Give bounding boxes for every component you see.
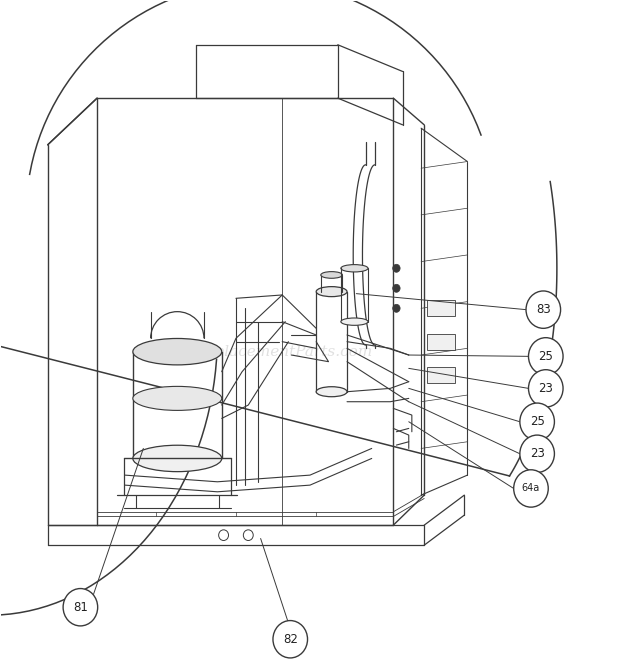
FancyBboxPatch shape [427, 367, 455, 383]
Text: 64a: 64a [522, 484, 540, 494]
Text: 25: 25 [529, 415, 544, 428]
Ellipse shape [316, 287, 347, 297]
Circle shape [528, 338, 563, 375]
Ellipse shape [321, 271, 342, 278]
Circle shape [392, 284, 400, 292]
Text: 83: 83 [536, 303, 551, 316]
Circle shape [392, 264, 400, 272]
Text: 23: 23 [529, 448, 544, 460]
Circle shape [528, 370, 563, 407]
Ellipse shape [133, 387, 222, 411]
Ellipse shape [316, 387, 347, 397]
Text: eReplacementParts.com: eReplacementParts.com [185, 344, 373, 358]
Circle shape [520, 435, 554, 472]
Text: 25: 25 [538, 350, 553, 363]
Text: 81: 81 [73, 601, 88, 614]
Ellipse shape [133, 338, 222, 365]
Circle shape [243, 530, 253, 541]
FancyBboxPatch shape [427, 300, 455, 316]
Ellipse shape [133, 446, 222, 472]
FancyBboxPatch shape [427, 334, 455, 350]
Circle shape [526, 291, 560, 328]
Circle shape [514, 470, 548, 507]
Ellipse shape [341, 318, 368, 326]
Text: 23: 23 [538, 382, 553, 395]
Circle shape [219, 530, 229, 541]
Ellipse shape [341, 265, 368, 272]
Circle shape [392, 304, 400, 312]
Circle shape [520, 403, 554, 440]
Circle shape [273, 620, 308, 658]
Text: 82: 82 [283, 632, 298, 646]
Circle shape [63, 588, 98, 626]
